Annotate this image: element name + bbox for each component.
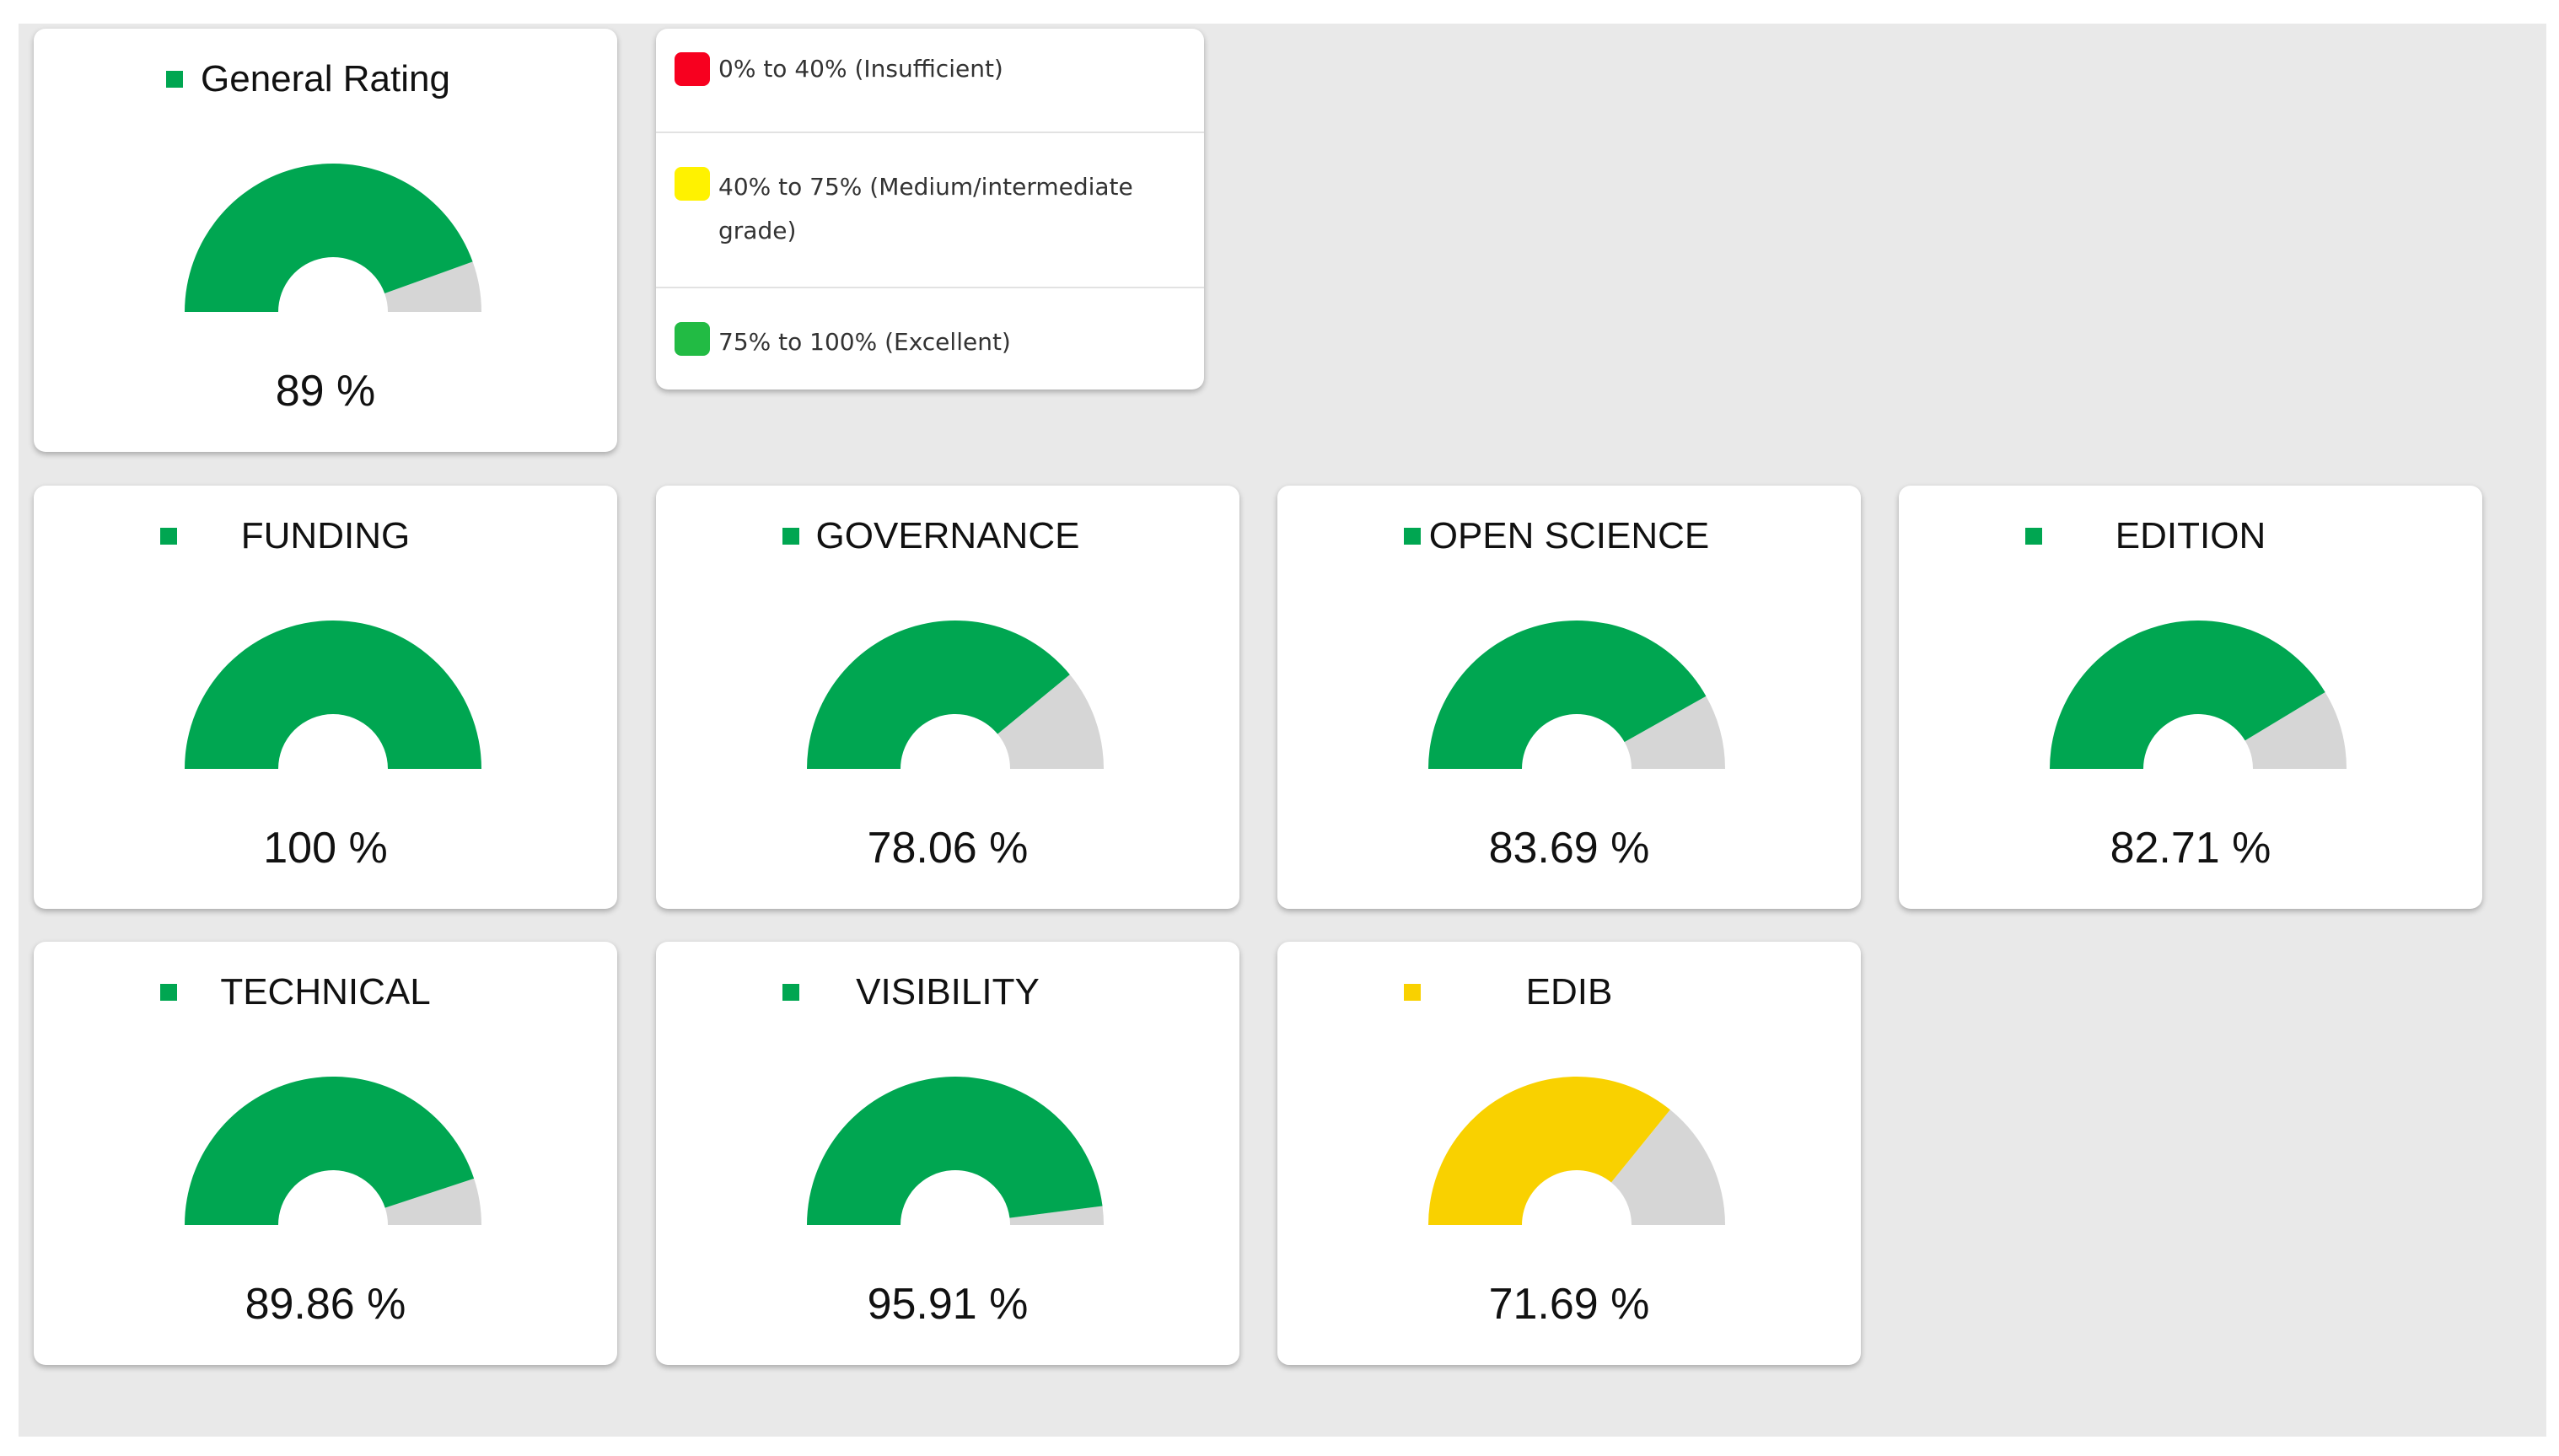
gauge-card-edib: EDIB 71.69 % [1277, 942, 1861, 1365]
gauge-chart [807, 621, 1104, 769]
card-title: TECHNICAL [220, 971, 431, 1013]
status-square-icon [160, 984, 177, 1001]
status-square-icon [160, 528, 177, 545]
legend-label: 0% to 40% (Insufficient) [718, 55, 1003, 83]
gauge-chart [1428, 621, 1725, 769]
status-square-icon [782, 984, 799, 1001]
gauge-chart [807, 1077, 1104, 1225]
status-square-icon [782, 528, 799, 545]
yellow-square-icon [675, 167, 710, 201]
gauge-remainder-arc [384, 261, 481, 312]
card-header: GOVERNANCE [656, 504, 1239, 563]
gauge-value: 83.69 % [1488, 824, 1650, 873]
gauge-value: 89 % [275, 367, 376, 416]
gauge-chart [185, 164, 481, 312]
card-header: VISIBILITY [656, 960, 1239, 1019]
gauge-card-governance: GOVERNANCE 78.06 % [656, 486, 1239, 909]
gauge-remainder-arc [384, 1178, 481, 1225]
status-square-icon [166, 71, 183, 88]
gauge-value: 71.69 % [1488, 1280, 1650, 1329]
card-title: VISIBILITY [856, 971, 1040, 1013]
gauge-chart [1428, 1077, 1725, 1225]
gauge-value: 95.91 % [867, 1280, 1029, 1329]
gauge-card-open-science: OPEN SCIENCE 83.69 % [1277, 486, 1861, 909]
card-title: OPEN SCIENCE [1428, 515, 1710, 556]
gauge-value-arc [1428, 621, 1707, 769]
legend-label: 40% to 75% (Medium/intermediate grade) [718, 173, 1133, 244]
gauge-chart [185, 1077, 481, 1225]
gauge-value: 78.06 % [867, 824, 1029, 873]
gauge-card-visibility: VISIBILITY 95.91 % [656, 942, 1239, 1365]
gauge-card-technical: TECHNICAL 89.86 % [34, 942, 617, 1365]
gauge-value-arc [185, 621, 481, 769]
status-square-icon [1404, 528, 1421, 545]
gauge-value-arc [807, 1077, 1103, 1225]
green-square-icon [675, 322, 710, 356]
gauge-chart [185, 621, 481, 769]
gauge-remainder-arc [2245, 692, 2347, 769]
card-header: EDITION [1899, 504, 2482, 563]
legend-divider [656, 287, 1204, 288]
status-square-icon [1404, 984, 1421, 1001]
card-title: EDITION [2115, 515, 2266, 556]
card-title: FUNDING [240, 515, 411, 556]
gauge-remainder-arc [1009, 1206, 1104, 1225]
gauge-value-arc [807, 621, 1070, 769]
gauge-remainder-arc [997, 674, 1104, 769]
card-header: OPEN SCIENCE [1277, 504, 1861, 563]
card-header: General Rating [34, 47, 617, 106]
red-square-icon [675, 52, 710, 86]
legend-label: 75% to 100% (Excellent) [718, 328, 1011, 356]
legend-card: 0% to 40% (Insufficient) 40% to 75% (Med… [656, 29, 1204, 390]
gauge-chart [2050, 621, 2347, 769]
card-title: EDIB [1525, 971, 1613, 1013]
card-title: GOVERNANCE [815, 515, 1080, 556]
status-square-icon [2025, 528, 2042, 545]
card-header: TECHNICAL [34, 960, 617, 1019]
gauge-remainder-arc [1624, 696, 1725, 769]
gauge-value-arc [185, 1077, 475, 1225]
gauge-remainder-arc [1610, 1109, 1725, 1225]
gauge-value-arc [185, 164, 473, 312]
card-header: FUNDING [34, 504, 617, 563]
gauge-value-arc [2050, 621, 2325, 769]
gauge-value: 89.86 % [245, 1280, 406, 1329]
legend-divider [656, 132, 1204, 133]
gauge-value: 100 % [263, 824, 388, 873]
gauge-value: 82.71 % [2110, 824, 2271, 873]
gauge-card-funding: FUNDING 100 % [34, 486, 617, 909]
gauge-card-edition: EDITION 82.71 % [1899, 486, 2482, 909]
gauge-card-general-rating: General Rating 89 % [34, 29, 617, 452]
card-header: EDIB [1277, 960, 1861, 1019]
gauge-value-arc [1428, 1077, 1670, 1225]
card-title: General Rating [201, 58, 450, 99]
